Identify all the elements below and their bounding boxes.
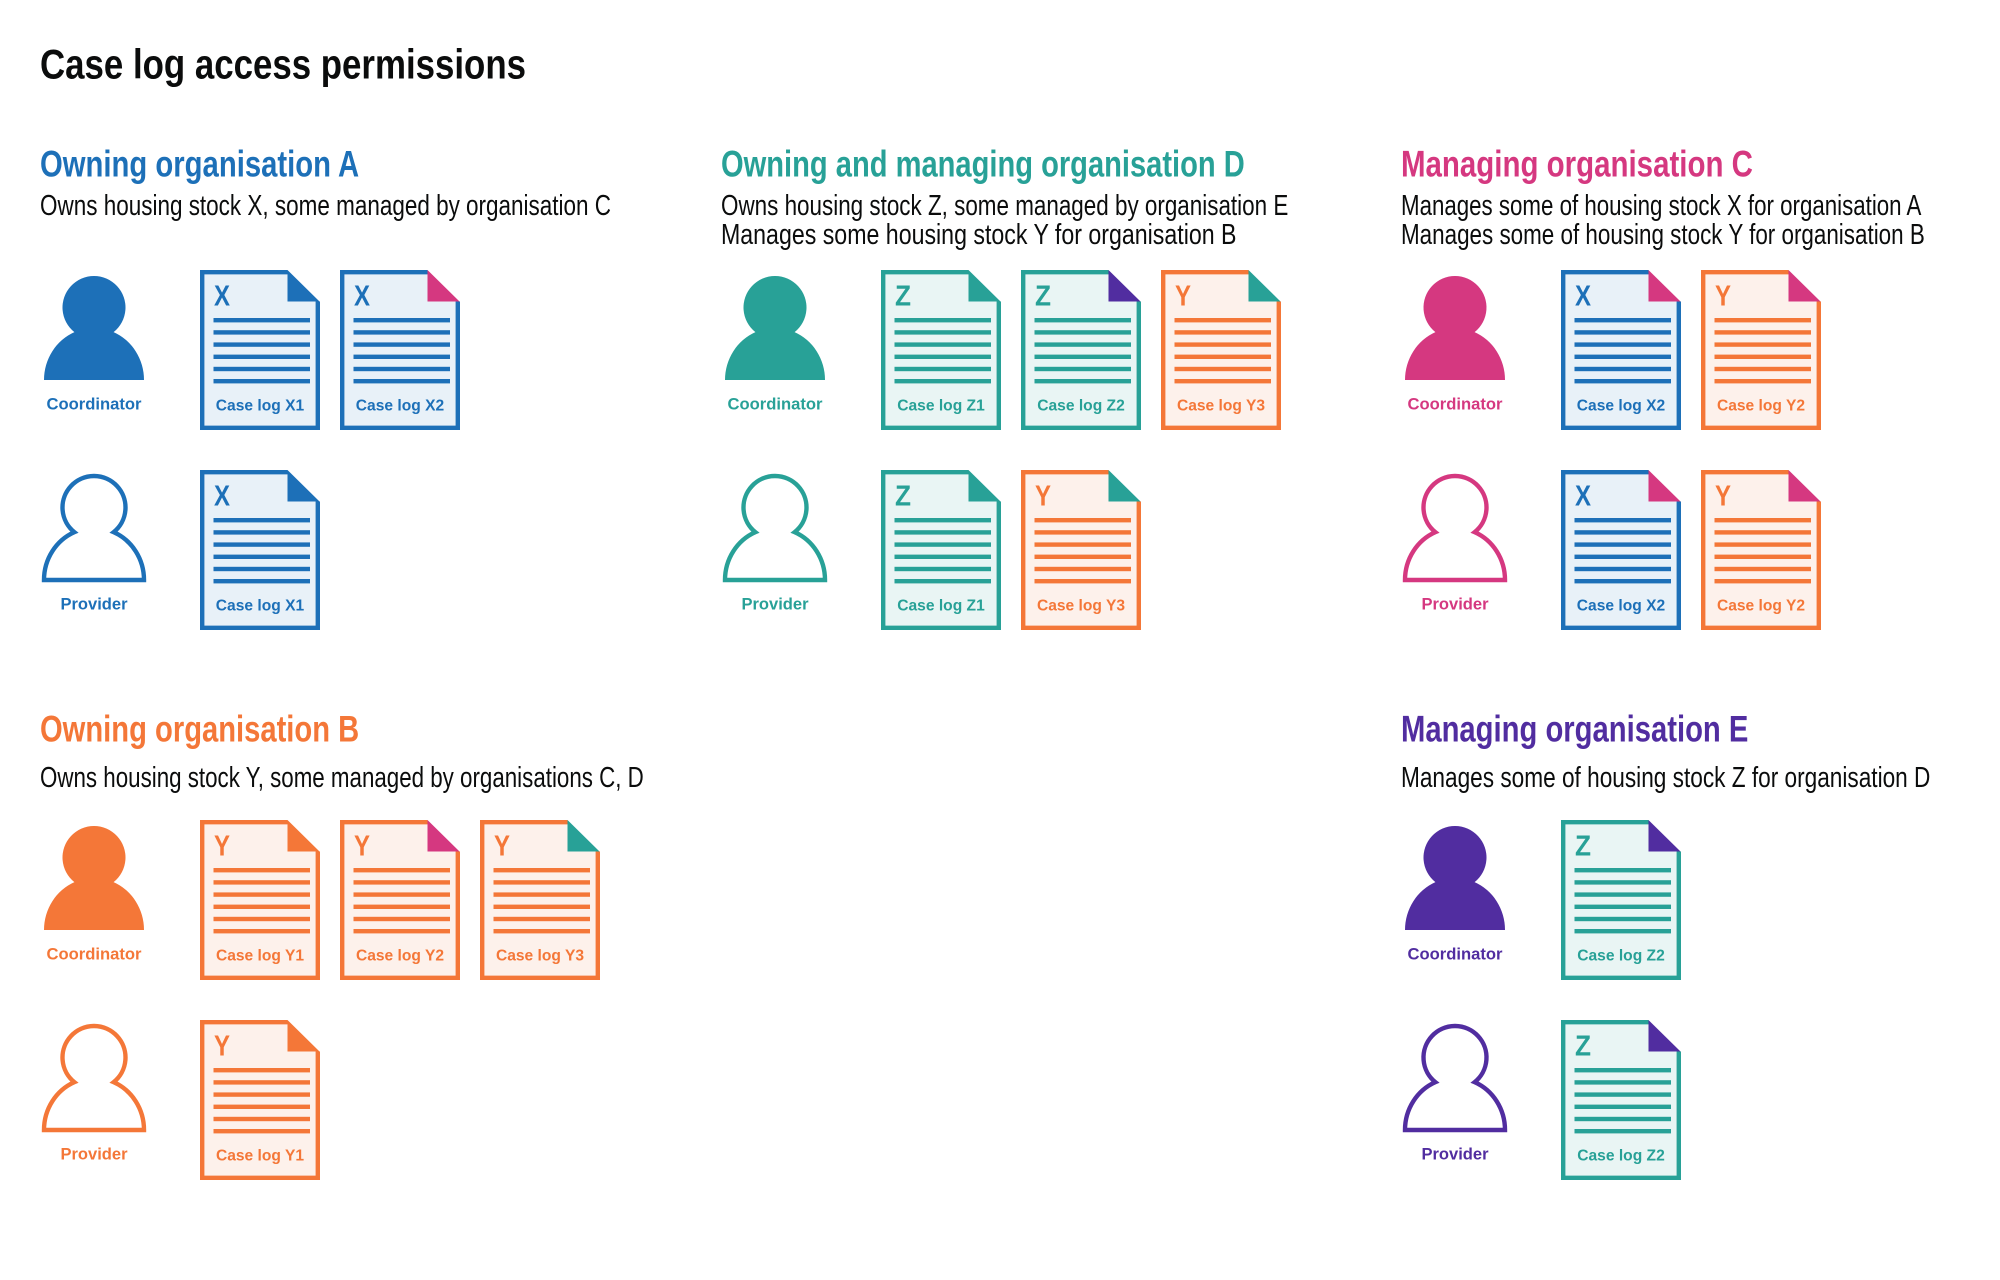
svg-text:Y: Y (1715, 280, 1731, 312)
svg-text:Y: Y (1035, 480, 1051, 512)
svg-text:Manages some of housing stock: Manages some of housing stock Z for orga… (1401, 762, 1930, 794)
svg-text:X: X (214, 280, 231, 312)
svg-text:Y: Y (214, 830, 230, 862)
svg-text:Case log Z1: Case log Z1 (897, 598, 985, 615)
svg-text:X: X (214, 480, 231, 512)
svg-text:Y: Y (354, 830, 370, 862)
svg-text:Z: Z (895, 280, 911, 312)
svg-text:Coordinator: Coordinator (47, 394, 143, 413)
svg-text:Provider: Provider (741, 594, 809, 613)
svg-text:Manages some of housing stock: Manages some of housing stock X for orga… (1401, 190, 1922, 222)
svg-text:Case log Z2: Case log Z2 (1037, 398, 1125, 415)
svg-text:Case log X1: Case log X1 (216, 598, 305, 615)
svg-text:X: X (1575, 280, 1592, 312)
svg-text:Case log Y2: Case log Y2 (356, 948, 444, 965)
svg-text:Case log Y1: Case log Y1 (216, 948, 304, 965)
svg-text:Case log Y3: Case log Y3 (1177, 398, 1265, 415)
svg-text:Y: Y (214, 1030, 230, 1062)
svg-text:Manages some of housing stock: Manages some of housing stock Y for orga… (1401, 219, 1925, 251)
svg-text:Managing organisation E: Managing organisation E (1401, 708, 1748, 750)
svg-text:Managing organisation C: Managing organisation C (1401, 142, 1753, 184)
svg-text:Case log Y1: Case log Y1 (216, 1148, 304, 1165)
svg-text:Y: Y (1715, 480, 1731, 512)
svg-text:Case log Y2: Case log Y2 (1717, 598, 1805, 615)
svg-text:Provider: Provider (1421, 594, 1489, 613)
svg-text:Owning organisation B: Owning organisation B (40, 708, 359, 750)
svg-text:Provider: Provider (60, 594, 128, 613)
svg-text:Case log X2: Case log X2 (1577, 598, 1666, 615)
svg-text:X: X (1575, 480, 1592, 512)
svg-text:Case log Z2: Case log Z2 (1577, 1148, 1665, 1165)
svg-text:Y: Y (494, 830, 510, 862)
svg-text:Case log Y3: Case log Y3 (496, 948, 584, 965)
svg-text:Coordinator: Coordinator (1408, 394, 1504, 413)
svg-text:Case log access permissions: Case log access permissions (40, 40, 526, 87)
svg-text:Z: Z (1035, 280, 1051, 312)
svg-text:Case log X2: Case log X2 (356, 398, 445, 415)
svg-text:Owns housing stock Z, some man: Owns housing stock Z, some managed by or… (721, 190, 1288, 222)
svg-text:Provider: Provider (60, 1144, 128, 1163)
svg-text:Case log Z1: Case log Z1 (897, 398, 985, 415)
svg-text:Manages some housing stock Y f: Manages some housing stock Y for organis… (721, 219, 1237, 251)
svg-text:Case log Z2: Case log Z2 (1577, 948, 1665, 965)
svg-text:Case log X1: Case log X1 (216, 398, 305, 415)
svg-text:Case log X2: Case log X2 (1577, 398, 1666, 415)
svg-text:Case log Y3: Case log Y3 (1037, 598, 1125, 615)
svg-text:Provider: Provider (1421, 1144, 1489, 1163)
svg-text:Owning and managing organisati: Owning and managing organisation D (721, 142, 1245, 184)
svg-text:Coordinator: Coordinator (728, 394, 824, 413)
svg-text:X: X (354, 280, 371, 312)
svg-text:Coordinator: Coordinator (47, 944, 143, 963)
svg-text:Y: Y (1175, 280, 1191, 312)
svg-text:Case log Y2: Case log Y2 (1717, 398, 1805, 415)
svg-text:Owns housing stock X, some man: Owns housing stock X, some managed by or… (40, 190, 611, 222)
svg-text:Z: Z (1575, 1030, 1591, 1062)
svg-text:Coordinator: Coordinator (1408, 944, 1504, 963)
svg-text:Owning organisation A: Owning organisation A (40, 142, 359, 184)
svg-text:Owns housing stock Y, some man: Owns housing stock Y, some managed by or… (40, 762, 644, 794)
svg-text:Z: Z (1575, 830, 1591, 862)
svg-text:Z: Z (895, 480, 911, 512)
